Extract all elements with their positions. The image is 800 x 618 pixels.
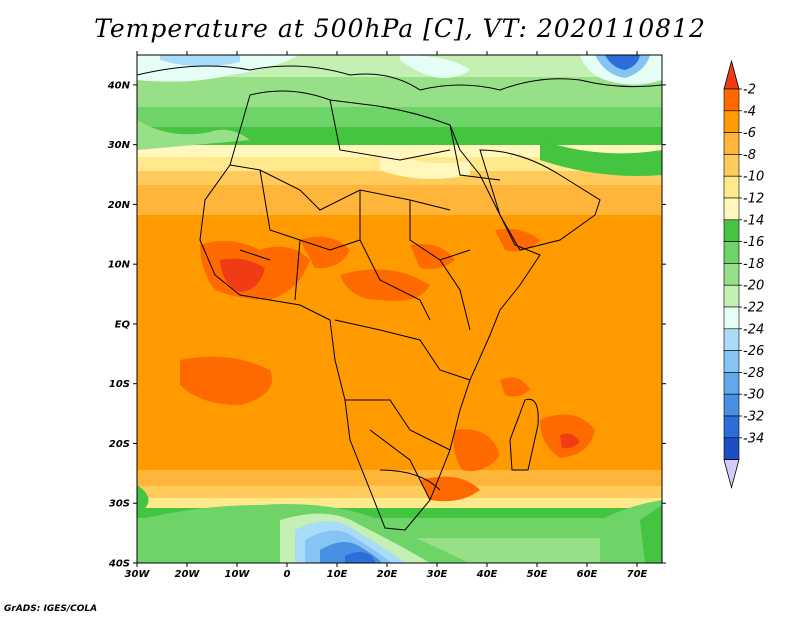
colorbar-label: -8 (743, 148, 756, 163)
colorbar-label: -10 (743, 170, 764, 185)
colorbar-label: -6 (743, 126, 756, 141)
lon-tick-label: 20W (175, 569, 201, 580)
colorbar: -2 -4 -6 -8 -10 -12 -14 -16 -18 -20 -22 -24 -26 -28 -3… (723, 59, 764, 490)
lon-tick-label: 20E (377, 569, 398, 580)
colorbar-label: -22 (743, 301, 764, 316)
colorbar-label: -24 (743, 322, 764, 337)
colorbar-box (723, 437, 740, 460)
colorbar-label: -2 (743, 83, 756, 98)
colorbar-box (723, 154, 740, 177)
colorbar-label: -20 (743, 279, 764, 294)
colorbar-label: -26 (743, 344, 764, 359)
colorbar-box (723, 175, 740, 199)
lon-tick-label: 60E (577, 569, 598, 580)
chart-title: Temperature at 500hPa [C], VT: 202011081… (94, 14, 706, 43)
lon-tick-label: 10W (225, 569, 251, 580)
map-frame (136, 54, 663, 564)
colorbar-label: -14 (743, 213, 764, 228)
coastlines (137, 65, 662, 531)
latitude-axis: 40N 30N 20N 10N EQ 10S 20S 30S 40S (107, 80, 666, 570)
colorbar-label: -34 (743, 431, 764, 446)
lat-tick-label: 10N (108, 260, 131, 271)
colorbar-label: -16 (743, 235, 764, 250)
lat-tick-label: 20S (109, 439, 130, 450)
lon-tick-label: 30E (427, 569, 448, 580)
colorbar-label: -4 (743, 104, 756, 119)
colorbar-box (723, 263, 740, 286)
lat-tick-label: 20N (108, 200, 131, 211)
lon-tick-label: 0 (284, 569, 291, 580)
lon-tick-label: 30W (125, 569, 151, 580)
temperature-field (137, 55, 662, 563)
colorbar-label: -12 (743, 192, 764, 207)
colorbar-arrow-top (723, 59, 740, 90)
lat-tick-label: 30N (108, 140, 131, 151)
lat-tick-label: 30S (109, 499, 130, 510)
colorbar-box (723, 132, 740, 155)
lon-tick-label: 70E (627, 569, 648, 580)
colorbar-label: -32 (743, 410, 764, 425)
colorbar-box (723, 284, 740, 308)
colorbar-label: -18 (743, 257, 764, 272)
colorbar-box (723, 328, 740, 351)
colorbar-box (723, 241, 740, 264)
colorbar-box (723, 350, 740, 373)
lat-tick-label: 40S (108, 559, 130, 570)
colorbar-box (723, 197, 740, 221)
colorbar-box (723, 372, 740, 395)
longitude-axis: 30W 20W 10W 0 10E 20E 30E 40E 50E 60E 70E (125, 51, 648, 580)
colorbar-arrow-bottom (723, 459, 740, 490)
lat-tick-label: EQ (115, 319, 131, 330)
colorbar-box (723, 415, 740, 439)
lon-tick-label: 50E (527, 569, 548, 580)
colorbar-box (723, 219, 740, 242)
lon-tick-label: 40E (476, 569, 498, 580)
colorbar-box (723, 306, 740, 330)
lat-tick-label: 10S (109, 379, 130, 390)
lat-tick-label: 40N (107, 80, 131, 91)
colorbar-box (723, 110, 740, 133)
lon-tick-label: 10E (327, 569, 348, 580)
colorbar-box (723, 393, 740, 417)
colorbar-label: -28 (743, 366, 764, 381)
credit-text: GrADS: IGES/COLA (4, 604, 98, 614)
colorbar-label: -30 (743, 388, 764, 403)
colorbar-box (723, 88, 740, 112)
